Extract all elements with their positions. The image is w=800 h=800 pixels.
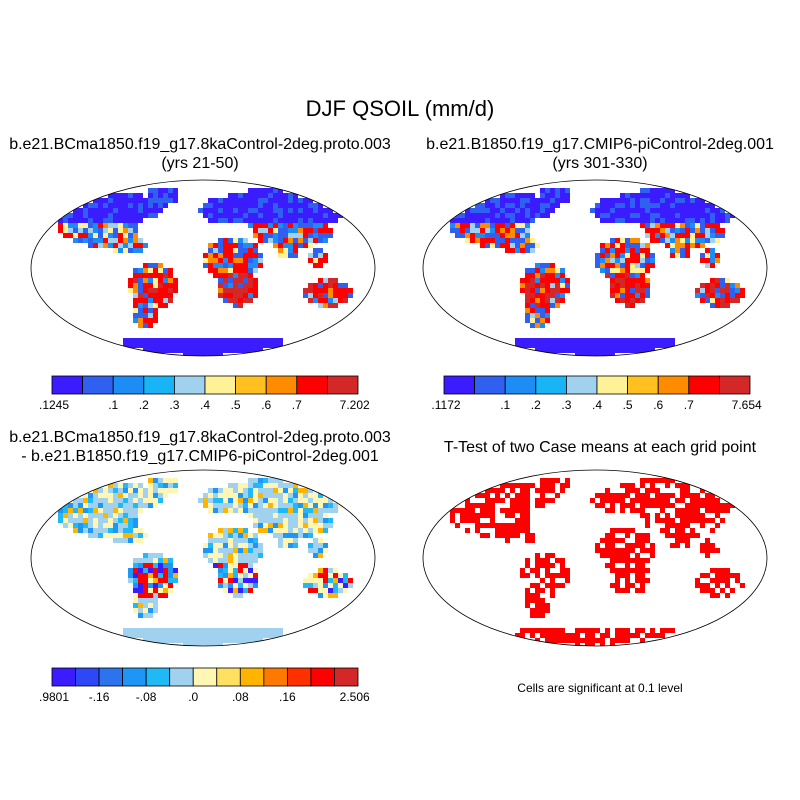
colorbar-3-box-8 xyxy=(239,667,265,687)
colorbar-2-box-6 xyxy=(627,375,659,395)
panel-3-title: b.e21.BCma1850.f19_g17.8kaControl-2deg.p… xyxy=(0,428,400,466)
colorbar-3-box-4 xyxy=(145,667,171,687)
colorbar-1-box-6 xyxy=(235,375,267,395)
panel-2-title-line1: b.e21.B1850.f19_g17.CMIP6-piControl-2deg… xyxy=(426,136,774,153)
colorbar-3-label-0: -.9801 xyxy=(40,690,69,704)
colorbar-2-label-3: .3 xyxy=(561,398,571,412)
colorbar-3-label-3: .0 xyxy=(188,690,198,704)
colorbar-1-box-5 xyxy=(204,375,237,395)
colorbar-1-box-4 xyxy=(173,375,206,395)
colorbar-1-box-0 xyxy=(51,375,84,395)
colorbar-difference: -.9801 -.16 -.08 .0 .08 .16 2.5065 xyxy=(40,667,370,704)
map-panel-case2 xyxy=(422,179,768,357)
colorbar-2-label-5: .5 xyxy=(623,398,633,412)
colorbar-3-box-9 xyxy=(263,667,288,687)
colorbar-3-box-12 xyxy=(334,667,359,687)
panel-1-title-line2: (yrs 21-50) xyxy=(161,155,239,172)
panel-3-title-line1: b.e21.BCma1850.f19_g17.8kaControl-2deg.p… xyxy=(9,429,391,446)
colorbar-1-box-7 xyxy=(265,375,298,395)
map3-border xyxy=(30,469,376,647)
colorbar-1-box-3 xyxy=(143,375,175,395)
panel-3-title-line2: - b.e21.B1850.f19_g17.CMIP6-piControl-2d… xyxy=(21,448,379,465)
colorbar-1-label-4: .4 xyxy=(200,398,210,412)
colorbar-2-label-1: .1 xyxy=(500,398,510,412)
colorbar-3-label-5: .16 xyxy=(279,690,296,704)
colorbar-1-box-1 xyxy=(82,375,114,395)
colorbar-1-box-8 xyxy=(296,375,328,395)
colorbar-3-box-5 xyxy=(169,667,194,687)
colorbar-3-label-6: 2.5065 xyxy=(340,690,370,704)
colorbar-3-label-4: .08 xyxy=(232,690,249,704)
colorbar-2-box-8 xyxy=(688,375,720,395)
map1-field xyxy=(58,188,353,356)
page-title: DJF QSOIL (mm/d) xyxy=(305,96,495,121)
colorbar-1-label-3: .3 xyxy=(169,398,179,412)
map-panel-case1 xyxy=(30,179,376,357)
colorbar-2-box-0 xyxy=(443,375,476,395)
colorbar-2-box-9 xyxy=(718,375,751,395)
colorbar-3-label-2: -.08 xyxy=(136,690,157,704)
colorbar-3-label-1: -.16 xyxy=(89,690,110,704)
map3-field xyxy=(58,478,353,646)
map2-border xyxy=(422,179,768,357)
colorbar-2-label-4: .4 xyxy=(592,398,602,412)
colorbar-2-label-7: .7 xyxy=(684,398,694,412)
panel-4-title-line1: T-Test of two Case means at each grid po… xyxy=(443,439,757,456)
colorbar-1-label-0: -.1245 xyxy=(40,398,69,412)
map1-border xyxy=(30,179,376,357)
significance-note: Cells are significant at 0.1 level xyxy=(517,681,683,695)
panel-2-title-line2: (yrs 301-330) xyxy=(552,155,648,172)
colorbar-1-label-5: .5 xyxy=(231,398,241,412)
colorbar-3-box-6 xyxy=(192,667,218,687)
colorbar-3-box-1 xyxy=(75,667,100,687)
colorbar-3-box-2 xyxy=(98,667,124,687)
colorbar-3-box-11 xyxy=(310,667,335,687)
map4-field xyxy=(450,478,745,646)
colorbar-3-box-0 xyxy=(51,667,76,687)
panel-1-title-line1: b.e21.BCma1850.f19_g17.8kaControl-2deg.p… xyxy=(9,136,391,153)
colorbar-1-label-6: .6 xyxy=(261,398,271,412)
colorbar-3-box-10 xyxy=(286,667,312,687)
colorbar-1-box-9 xyxy=(326,375,359,395)
colorbar-2-box-4 xyxy=(565,375,598,395)
panel-4-title: T-Test of two Case means at each grid po… xyxy=(400,438,800,457)
colorbar-2-label-0: -.1172 xyxy=(432,398,461,412)
colorbar-1-label-1: .1 xyxy=(108,398,118,412)
colorbar-case1: -.1245 .1 .2 .3 .4 .5 .6 .7 7.2028 xyxy=(40,375,370,412)
map2-field xyxy=(450,188,745,356)
colorbar-2-label-6: .6 xyxy=(653,398,663,412)
colorbar-2-box-7 xyxy=(657,375,690,395)
colorbar-2-box-5 xyxy=(596,375,629,395)
map-panel-difference xyxy=(30,469,376,647)
colorbar-2-box-3 xyxy=(535,375,567,395)
colorbar-2-box-2 xyxy=(504,375,537,395)
map-panel-ttest xyxy=(422,469,768,647)
colorbar-2-label-2: .2 xyxy=(531,398,541,412)
colorbar-2-box-1 xyxy=(474,375,506,395)
colorbar-1-label-8: 7.2028 xyxy=(340,398,370,412)
colorbar-3-box-7 xyxy=(216,667,241,687)
colorbar-3-box-3 xyxy=(122,667,147,687)
colorbar-1-label-7: .7 xyxy=(292,398,302,412)
colorbar-1-box-2 xyxy=(112,375,145,395)
panel-2-title: b.e21.B1850.f19_g17.CMIP6-piControl-2deg… xyxy=(400,135,800,173)
colorbar-1-label-2: .2 xyxy=(139,398,149,412)
map4-border xyxy=(422,469,768,647)
panel-1-title: b.e21.BCma1850.f19_g17.8kaControl-2deg.p… xyxy=(0,135,400,173)
